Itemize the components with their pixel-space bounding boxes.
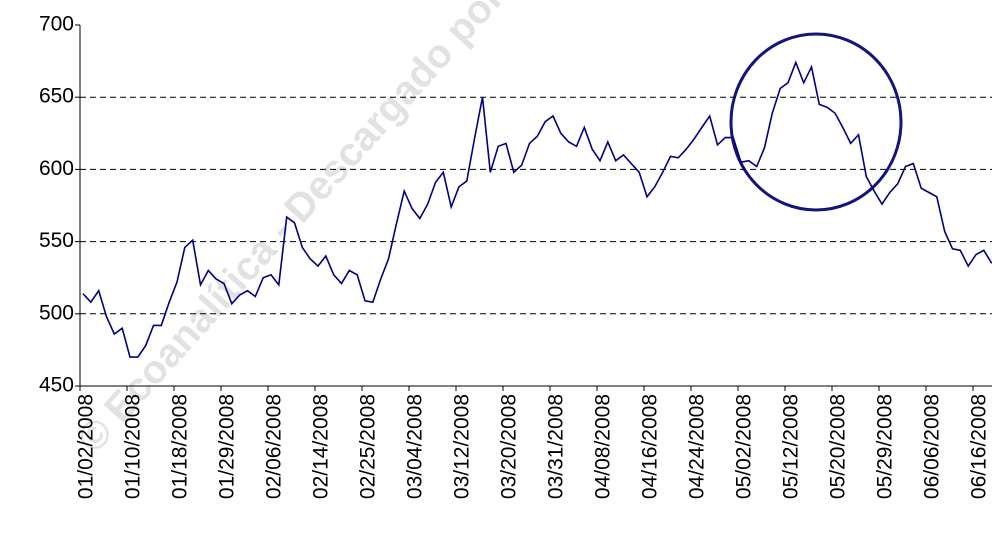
x-tick-label: 03/12/2008 xyxy=(451,394,474,499)
x-tick-label: 04/08/2008 xyxy=(592,394,615,499)
highlight-circle xyxy=(729,32,903,212)
x-tick-label: 04/16/2008 xyxy=(639,394,662,499)
x-tick-label: 01/10/2008 xyxy=(122,394,145,499)
x-tick-label: 05/02/2008 xyxy=(733,394,756,499)
x-tick-label: 06/16/2008 xyxy=(968,394,991,499)
y-tick-label: 700 xyxy=(39,13,74,36)
x-tick-label: 01/29/2008 xyxy=(216,394,239,499)
x-tick-label: 02/25/2008 xyxy=(357,394,380,499)
x-tick-label: 03/20/2008 xyxy=(498,394,521,499)
x-tick-label: 01/18/2008 xyxy=(169,394,192,499)
series-line xyxy=(82,60,992,358)
x-tick-label: 05/29/2008 xyxy=(874,394,897,499)
y-tick-label: 500 xyxy=(39,301,74,324)
y-tick-label: 550 xyxy=(39,229,74,252)
x-tick-label: 03/04/2008 xyxy=(404,394,427,499)
watermark: © Ecoanalítica - Descargado por us xyxy=(69,0,551,461)
y-tick-label: 650 xyxy=(39,85,74,108)
y-tick-label: 600 xyxy=(39,157,74,180)
x-tick-label: 04/24/2008 xyxy=(686,394,709,499)
x-tick-label: 05/12/2008 xyxy=(780,394,803,499)
x-tick-label: 02/14/2008 xyxy=(310,394,333,499)
y-tick-label: 450 xyxy=(39,374,74,397)
x-tick-label: 06/06/2008 xyxy=(921,394,944,499)
x-tick-label: 05/20/2008 xyxy=(827,394,850,499)
x-tick-label: 03/31/2008 xyxy=(545,394,568,499)
x-tick-label: 02/06/2008 xyxy=(263,394,286,499)
x-tick-label: 01/02/2008 xyxy=(75,394,98,499)
